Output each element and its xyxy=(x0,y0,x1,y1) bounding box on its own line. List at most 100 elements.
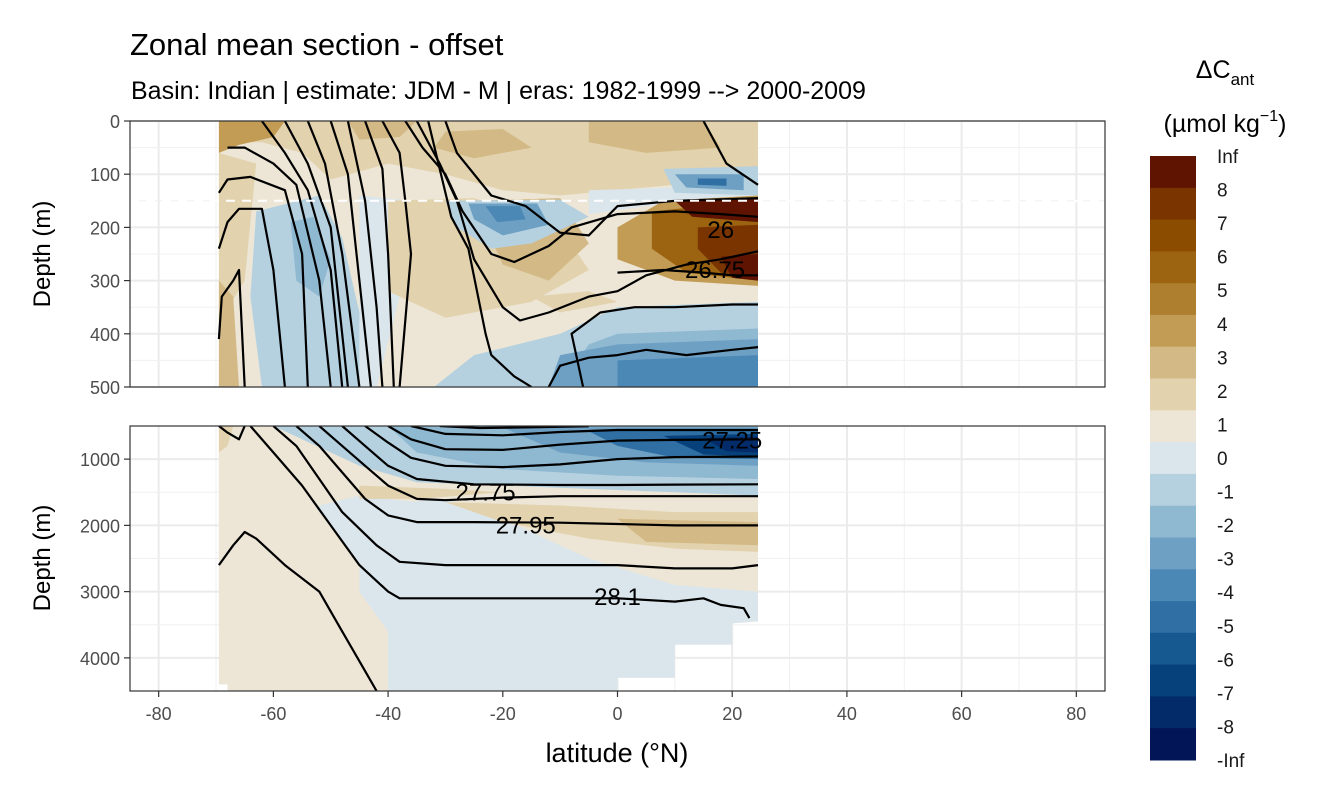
field-region xyxy=(273,498,758,691)
legend-swatch xyxy=(1150,187,1196,221)
panel-upper-y-label: Depth (m) xyxy=(29,201,56,308)
isopycnal-contour xyxy=(427,121,533,387)
legend-label: 0 xyxy=(1217,449,1228,470)
legend-label: -5 xyxy=(1217,617,1234,638)
legend-label: -3 xyxy=(1217,550,1234,571)
x-tick-label: -80 xyxy=(146,704,172,724)
panel-lower-contours xyxy=(218,426,759,691)
legend-label: 1 xyxy=(1217,415,1228,436)
legend-label: -6 xyxy=(1217,650,1234,671)
isopycnal-contour xyxy=(272,426,759,570)
isopycnal-contour xyxy=(439,426,589,430)
legend-swatch xyxy=(1150,505,1196,538)
y-tick-label: 200 xyxy=(90,218,120,238)
isopycnal-contour xyxy=(218,530,378,691)
field-region xyxy=(218,280,239,387)
legend-label: -1 xyxy=(1217,483,1234,504)
legend-swatch xyxy=(1150,314,1196,348)
legend-label: -2 xyxy=(1217,516,1234,537)
panel-upper-contour-labels: 26 26.75 xyxy=(685,217,745,284)
legend-swatch xyxy=(1150,473,1196,507)
legend-labels: Inf 8 7 6 5 4 3 2 1 0 -1 -2 -3 -4 -5 -6 -7 -8 -Inf xyxy=(1217,147,1245,772)
isopycnal-contour xyxy=(329,121,372,387)
x-tick-label: 20 xyxy=(722,704,742,724)
contour-label: 27.25 xyxy=(702,428,762,455)
isopycnal-contour xyxy=(261,121,344,387)
legend-label: -4 xyxy=(1217,583,1234,604)
isopycnal-contour xyxy=(410,426,758,437)
isopycnal-contour xyxy=(217,268,246,387)
x-axis-label: latitude (°N) xyxy=(546,738,689,768)
legend-swatch xyxy=(1150,569,1196,602)
legend-swatch xyxy=(1150,664,1196,697)
x-tick-label: -60 xyxy=(260,704,286,724)
chart-title: Zonal mean section - offset xyxy=(130,27,504,62)
field-region xyxy=(588,121,721,153)
y-tick-label: 500 xyxy=(90,378,120,398)
isopycnal-contour xyxy=(295,426,758,527)
field-region xyxy=(218,684,228,691)
isopycnal-contour xyxy=(570,303,758,387)
legend-unit: (µmol kg−1) xyxy=(1164,108,1287,138)
isopycnal-contour xyxy=(227,146,332,387)
panel-upper-field xyxy=(218,121,758,387)
legend-swatch xyxy=(1150,537,1196,570)
panel-upper-y-axis: 0 100 200 300 400 500 xyxy=(90,112,130,398)
field-region xyxy=(720,254,758,281)
legend-label: -7 xyxy=(1217,684,1234,705)
y-tick-label: 300 xyxy=(90,272,120,292)
isopycnal-contour xyxy=(341,426,759,487)
x-tick-label: 60 xyxy=(952,704,972,724)
legend-swatch xyxy=(1150,251,1196,284)
legend-swatch xyxy=(1150,442,1196,475)
legend-label: -8 xyxy=(1217,717,1234,738)
legend-colorbar xyxy=(1150,156,1196,761)
y-tick-label: 2000 xyxy=(80,516,120,536)
panel-lower-y-axis: 1000 2000 3000 4000 xyxy=(80,450,130,669)
legend-label: 5 xyxy=(1217,281,1228,302)
legend-swatch xyxy=(1150,601,1196,634)
isopycnal-contour xyxy=(217,207,286,387)
color-legend: ΔCant (µmol kg−1) Inf 8 7 6 5 4 3 2 1 0 -1 -2 -3 -4 -5… xyxy=(1150,56,1286,772)
y-tick-label: 1000 xyxy=(80,450,120,470)
contour-label: 28.1 xyxy=(594,584,641,611)
legend-label: -Inf xyxy=(1217,751,1245,772)
legend-swatch xyxy=(1150,219,1196,252)
field-region xyxy=(434,129,532,159)
x-tick-label: -40 xyxy=(375,704,401,724)
y-tick-label: 400 xyxy=(90,325,120,345)
field-region xyxy=(218,152,257,324)
panel-upper-frame xyxy=(129,120,1106,388)
y-tick-label: 100 xyxy=(90,165,120,185)
isopycnal-contour xyxy=(249,426,751,619)
field-region xyxy=(697,178,727,186)
legend-label: 6 xyxy=(1217,248,1228,269)
isopycnal-contour xyxy=(306,121,361,387)
contour-label: 27.95 xyxy=(496,512,556,539)
x-axis: -80 -60 -40 -20 0 20 40 60 80 xyxy=(146,691,1086,724)
x-tick-label: 80 xyxy=(1066,704,1086,724)
y-tick-label: 3000 xyxy=(80,583,120,603)
contour-label: 26 xyxy=(707,217,734,244)
contour-label: 26.75 xyxy=(685,257,745,284)
y-tick-label: 4000 xyxy=(80,649,120,669)
isopycnal-contour xyxy=(387,426,759,451)
legend-swatch xyxy=(1150,378,1196,411)
legend-swatch xyxy=(1150,410,1196,443)
field-region xyxy=(218,426,360,625)
field-region xyxy=(347,121,417,140)
isopycnal-contour xyxy=(364,121,395,387)
isopycnal-contour xyxy=(217,175,309,387)
legend-label: 7 xyxy=(1217,214,1228,235)
legend-swatch xyxy=(1150,696,1196,729)
legend-swatch xyxy=(1150,156,1196,189)
panel-lower: 27.25 27.75 27.95 28.1 1000 2000 3000 4000 Dep… xyxy=(29,425,1106,692)
isopycnal-contour xyxy=(218,426,246,441)
panel-upper: 26 26.75 0 100 200 300 400 500 Depth (m) xyxy=(29,112,1106,398)
isopycnal-contour xyxy=(346,121,384,387)
field-region xyxy=(617,355,758,387)
x-tick-label: -20 xyxy=(490,704,516,724)
contour-label: 27.75 xyxy=(456,479,516,506)
legend-swatch xyxy=(1150,283,1196,316)
